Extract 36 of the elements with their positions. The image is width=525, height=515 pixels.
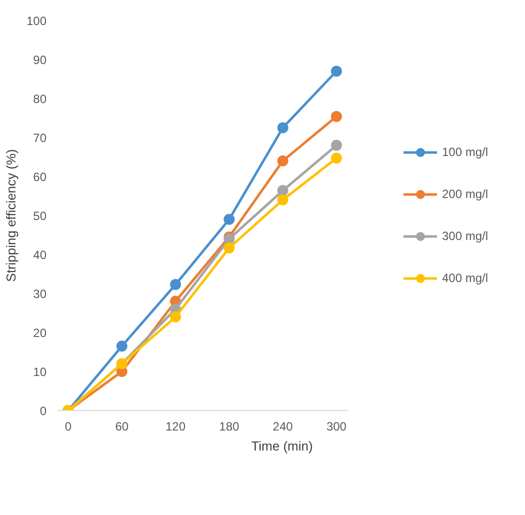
legend-label: 400 mg/l (442, 270, 490, 286)
x-tick-label: 240 (272, 420, 294, 434)
x-tick-label: 60 (115, 420, 129, 434)
point (330, 140, 342, 151)
point (277, 194, 288, 206)
y-tick-label: 90 (33, 53, 47, 67)
point (330, 152, 342, 164)
y-tick-label: 80 (33, 92, 47, 106)
point (277, 185, 288, 196)
legend-label: 100 mg/l (442, 144, 490, 160)
legend-label: 200 mg/l (442, 186, 490, 202)
point (330, 66, 342, 77)
legend-label: 300 mg/l (442, 228, 490, 244)
y-tick-label: 70 (33, 131, 47, 145)
x-tick-label: 0 (64, 420, 72, 434)
point (224, 242, 235, 254)
x-axis-title: Time (min) (251, 438, 313, 454)
point (170, 279, 182, 290)
point (170, 311, 182, 322)
point (277, 122, 288, 134)
y-tick-label: 10 (33, 365, 47, 379)
y-tick-label: 50 (33, 209, 47, 223)
y-tick-label: 30 (33, 287, 47, 301)
point (116, 340, 128, 352)
x-tick-label: 300 (326, 420, 347, 434)
point (330, 110, 342, 122)
y-tick-label: 60 (33, 170, 47, 184)
x-tick-label: 180 (219, 420, 240, 434)
y-tick-label: 0 (40, 404, 47, 418)
x-tick-label: 120 (166, 420, 186, 434)
y-tick-label: 40 (33, 248, 47, 262)
y-axis-title: Stripping efficiency (%) (3, 149, 18, 282)
y-tick-label: 20 (33, 326, 47, 340)
point (277, 155, 288, 166)
point (224, 214, 235, 225)
y-tick-label: 100 (26, 14, 47, 28)
